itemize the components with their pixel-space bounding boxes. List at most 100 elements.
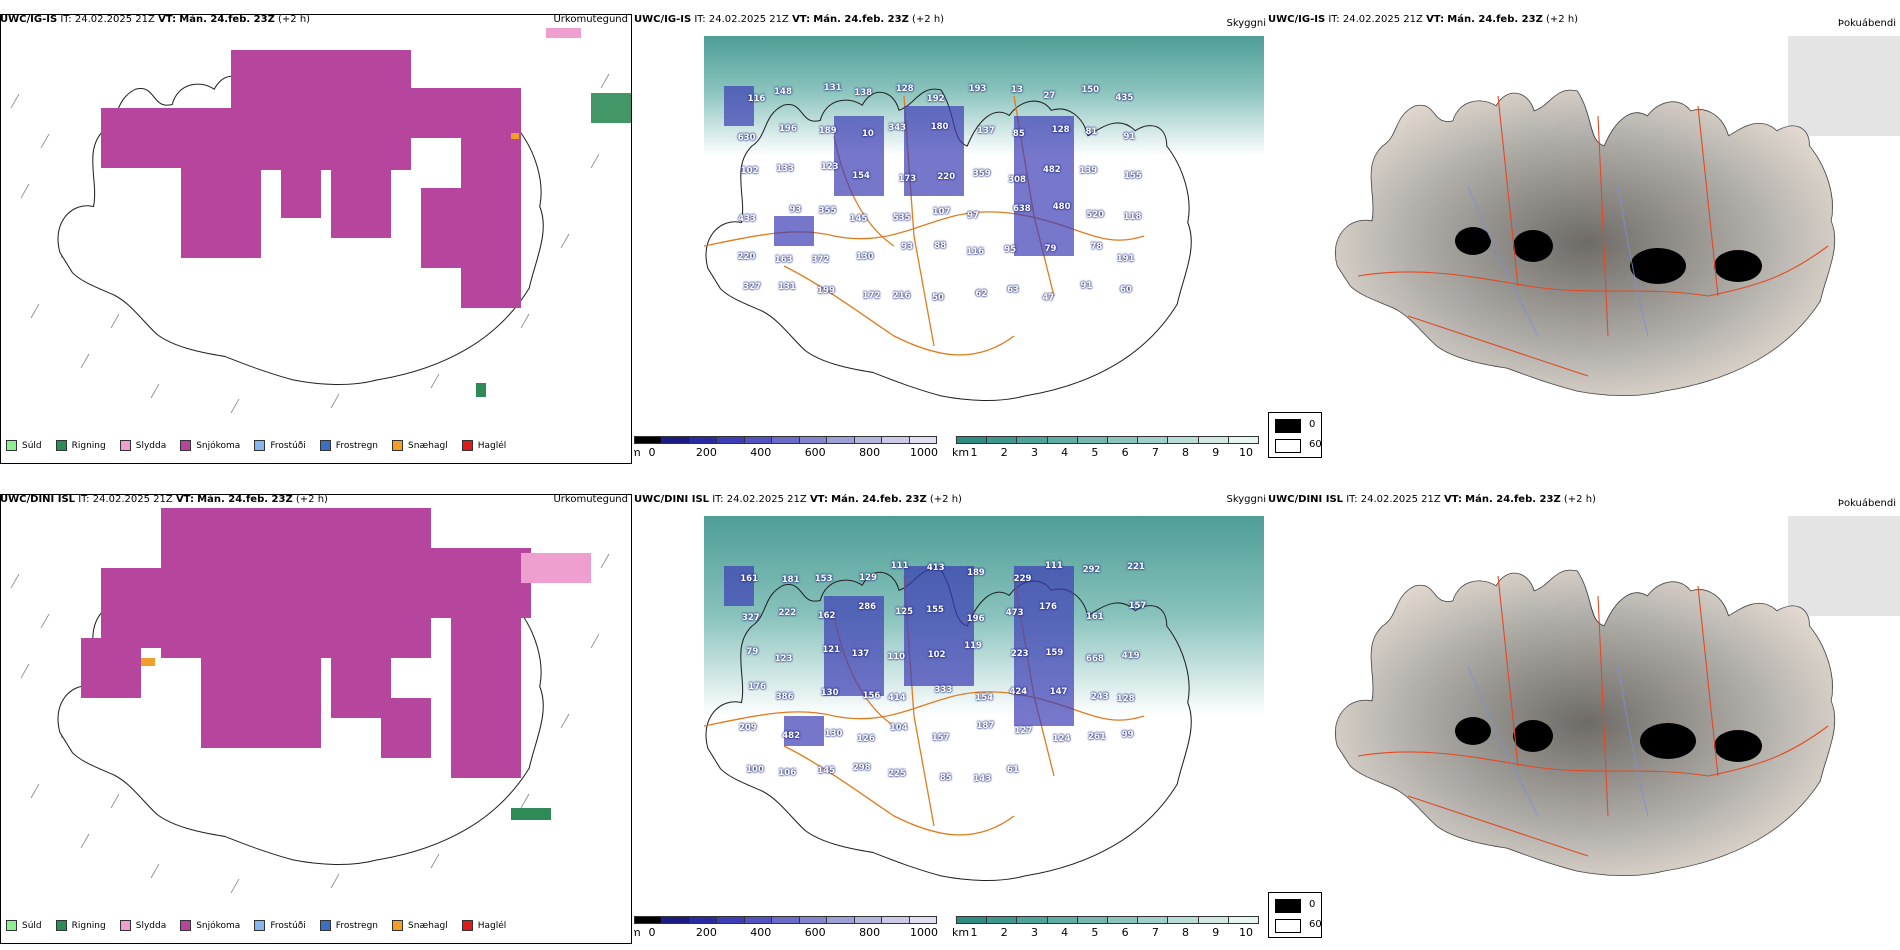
visibility-spot-label: 95 (1004, 245, 1017, 256)
panel-title: UWC/IG-IS IT: 24.02.2025 21Z VT: Mán. 24… (634, 14, 945, 25)
fog-panel-row1: UWC/IG-IS IT: 24.02.2025 21Z VT: Mán. 24… (1268, 14, 1900, 464)
legend-label: Haglél (477, 440, 507, 451)
visibility-spot-label: 139 (1079, 165, 1098, 176)
legend-label: Rigning (71, 440, 106, 451)
legend-swatch (119, 920, 131, 931)
colorbar-segment (1046, 916, 1078, 924)
legend-swatch (319, 920, 331, 931)
visibility-spot-label: 189 (818, 125, 837, 136)
colorbar-segment (1107, 916, 1139, 924)
colorbar-segment (1137, 436, 1169, 444)
colorbar-segment (1227, 916, 1259, 924)
visibility-spot-label: 414 (888, 692, 906, 703)
visibility-spot-label: 107 (932, 206, 951, 217)
fog-legend: 0 60 (1268, 412, 1322, 458)
visibility-spot-label: 116 (747, 93, 766, 104)
colorbar-segment (986, 436, 1018, 444)
visibility-spot-label: 372 (811, 254, 830, 265)
visibility-spot-label: 424 (1009, 687, 1028, 698)
legend-swatch (392, 440, 404, 451)
visibility-spot-label: 85 (1012, 129, 1025, 140)
panel-parameter: Skyggni (1226, 494, 1266, 505)
visibility-panel-row1: UWC/IG-IS IT: 24.02.2025 21Z VT: Mán. 24… (634, 14, 1266, 464)
fog-legend: 0 60 (1268, 892, 1322, 938)
legend-item: Snæhagl (392, 920, 448, 931)
visibility-spot-label: 161 (1085, 611, 1104, 622)
visibility-spot-label: 47 (1042, 292, 1055, 303)
visibility-spot-label: 88 (934, 241, 947, 252)
colorbar-unit: m (634, 446, 641, 459)
visibility-spot-label: 79 (746, 646, 759, 657)
visibility-spot-label: 104 (889, 723, 908, 734)
visibility-spot-label: 124 (1052, 734, 1071, 745)
visibility-spot-label: 63 (1007, 285, 1019, 296)
panel-parameter: Þokuábendi (1837, 18, 1896, 29)
visibility-spot-label: 85 (939, 773, 952, 784)
visibility-spot-label: 155 (926, 605, 944, 616)
legend-label: Frostúði (270, 920, 306, 931)
visibility-spot-label: 137 (977, 126, 995, 137)
legend-item: Haglél (461, 920, 506, 931)
high-ground (724, 566, 1074, 746)
visibility-spot-label: 116 (966, 247, 985, 258)
visibility-colorbar: km 1 2 3 4 5 6 7 8 9 10 (952, 436, 1259, 460)
visibility-panel-row2: UWC/DINI ISL IT: 24.02.2025 21Z VT: Mán.… (634, 494, 1266, 944)
colorbar-tick: 9 (1212, 926, 1220, 939)
visibility-spot-label: 154 (975, 693, 994, 704)
visibility-spot-label: 176 (748, 681, 766, 692)
colorbar-tick: 6 (1121, 446, 1129, 459)
colorbar-segment (853, 436, 883, 444)
colorbar-segment (661, 916, 690, 924)
legend-swatch (55, 920, 67, 931)
legend-item: Snjókoma (180, 440, 240, 451)
visibility-spot-label: 78 (1090, 242, 1103, 253)
visibility-spot-label: 220 (937, 172, 956, 183)
legend-item: Frostúði (254, 920, 306, 931)
colorbar-tick: 0 (648, 926, 656, 939)
panel-parameter: Skyggni (1226, 18, 1266, 29)
visibility-spot-label: 143 (973, 773, 992, 784)
visibility-spot-label: 161 (740, 574, 759, 585)
visibility-spot-label: 163 (774, 254, 793, 265)
colorbar-segment (716, 916, 745, 924)
visibility-spot-label: 13 (1011, 84, 1023, 95)
colorbar-segment (743, 436, 773, 444)
visibility-spot-label: 223 (1010, 648, 1029, 659)
visibility-spot-label: 292 (1082, 564, 1101, 575)
colorbar-segment (688, 916, 718, 924)
legend-swatch (180, 920, 192, 931)
visibility-spot-label: 209 (738, 723, 757, 734)
panel-title: UWC/DINI ISL IT: 24.02.2025 21Z VT: Mán.… (634, 494, 962, 505)
visibility-spot-label: 668 (1086, 654, 1104, 665)
roads (1357, 575, 1829, 857)
fog-map (1334, 36, 1900, 397)
visibility-spot-label: 119 (964, 641, 982, 652)
visibility-spot-label: 159 (1045, 647, 1064, 658)
visibility-spot-label: 419 (1121, 650, 1140, 661)
visibility-spot-label: 243 (1090, 691, 1109, 702)
colorbar-segment (634, 436, 663, 444)
visibility-spot-label: 220 (737, 251, 756, 262)
visibility-spot-label: 181 (781, 574, 800, 585)
colorbar-tick: 7 (1151, 926, 1159, 939)
visibility-spot-label: 93 (789, 205, 802, 216)
visibility-spot-label: 153 (814, 573, 833, 584)
visibility-spot-label: 199 (817, 286, 835, 297)
colorbar-tick: 800 (859, 446, 881, 459)
visibility-spot-label: 327 (741, 613, 760, 624)
colorbar-segment (1137, 916, 1169, 924)
visibility-spot-label: 482 (1042, 165, 1061, 176)
visibility-spot-label: 145 (849, 214, 868, 225)
visibility-spot-label: 133 (776, 163, 794, 174)
legend-swatch (254, 920, 266, 931)
visibility-map (703, 36, 1264, 402)
visibility-spot-label: 131 (823, 82, 842, 93)
visibility-spot-label: 520 (1086, 210, 1105, 221)
colorbar-tick: 1000 (910, 446, 938, 459)
legend-label: Snjókoma (196, 440, 241, 451)
colorbar-segment (716, 436, 745, 444)
visibility-spot-label: 189 (967, 568, 985, 579)
visibility-spot-label: 61 (1006, 764, 1019, 775)
colorbar-segment (798, 436, 828, 444)
colorbar-unit: m (634, 926, 641, 939)
